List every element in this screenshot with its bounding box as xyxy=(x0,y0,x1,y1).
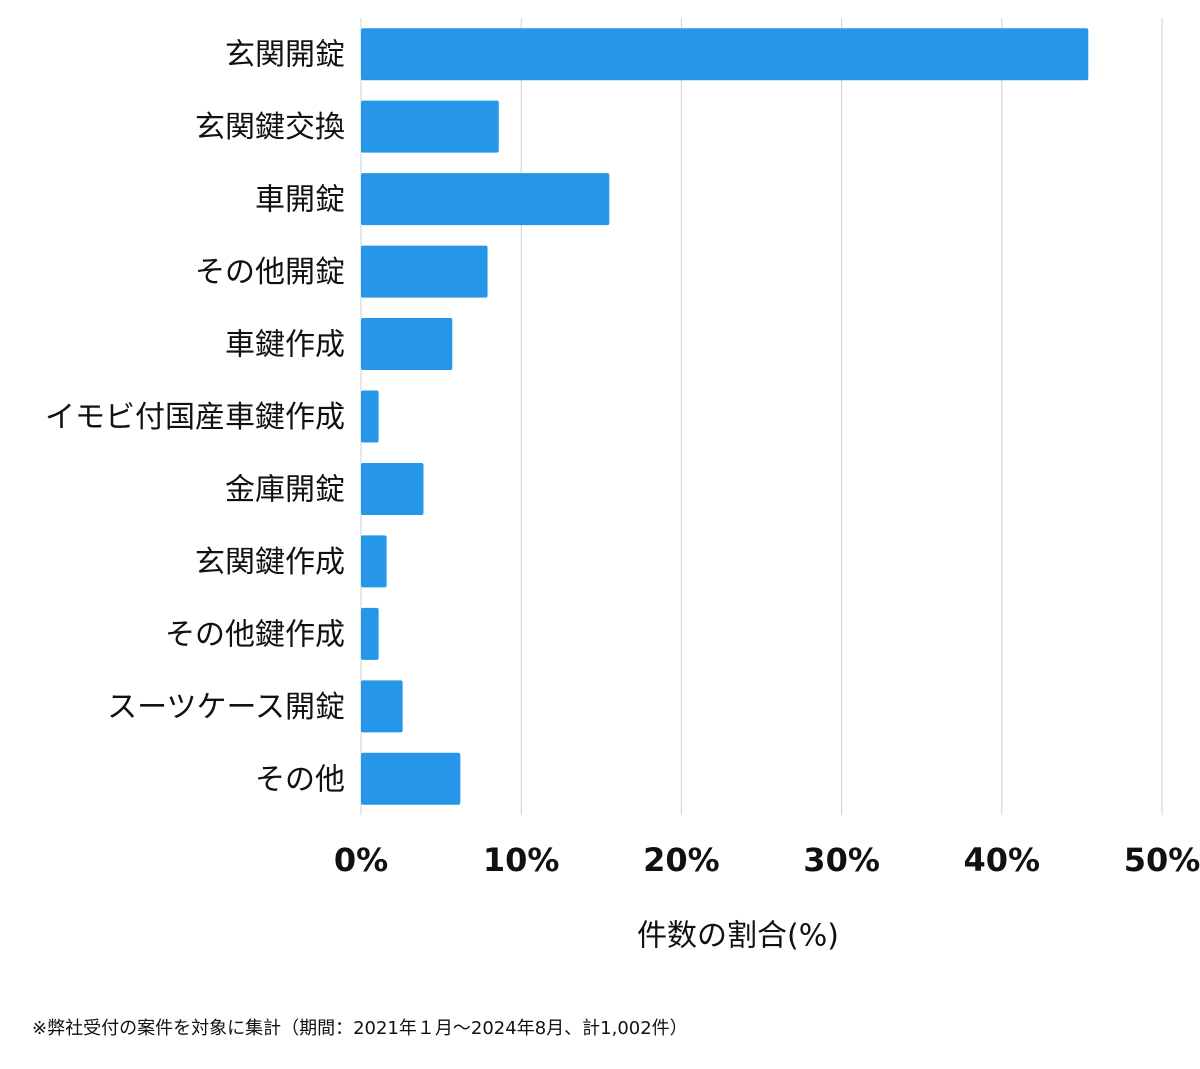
bar xyxy=(361,173,610,226)
bar xyxy=(361,318,453,371)
bar xyxy=(361,752,461,805)
y-tick-label: 玄関鍵作成 xyxy=(195,545,345,580)
footnote: ※弊社受付の案件を対象に集計（期間：2021年１月〜2024年8月、計1,002… xyxy=(32,1018,688,1039)
x-tick-label: 30% xyxy=(803,841,880,879)
x-tick-label: 0% xyxy=(334,841,388,879)
x-axis-title: 件数の割合(%) xyxy=(637,919,839,954)
y-tick-label: その他 xyxy=(255,762,345,797)
y-tick-label: その他開錠 xyxy=(195,255,345,290)
y-tick-label: 玄関鍵交換 xyxy=(195,110,345,145)
bar xyxy=(361,245,488,298)
y-tick-label: 車開錠 xyxy=(255,183,345,218)
bar xyxy=(361,100,499,153)
y-tick-label: イモビ付国産車鍵作成 xyxy=(45,400,345,435)
bar xyxy=(361,390,379,443)
y-tick-label: 金庫開錠 xyxy=(225,472,345,507)
x-tick-label: 20% xyxy=(643,841,720,879)
bar xyxy=(361,28,1089,81)
bar xyxy=(361,680,403,733)
y-tick-label: 玄関開錠 xyxy=(225,38,345,73)
bar xyxy=(361,462,424,515)
y-tick-label: その他鍵作成 xyxy=(165,617,345,652)
bar xyxy=(361,535,387,588)
y-tick-label: スーツケース開錠 xyxy=(107,690,345,725)
x-tick-label: 50% xyxy=(1124,841,1200,879)
y-tick-label: 車鍵作成 xyxy=(225,328,345,363)
x-tick-label: 40% xyxy=(964,841,1041,879)
bar xyxy=(361,607,379,660)
x-tick-label: 10% xyxy=(483,841,560,879)
